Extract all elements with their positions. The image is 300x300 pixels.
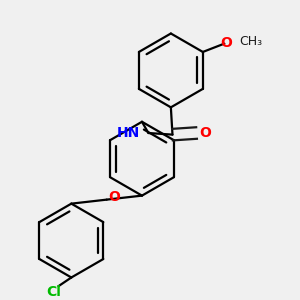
- Text: O: O: [109, 190, 121, 204]
- Text: CH₃: CH₃: [239, 35, 262, 48]
- Text: HN: HN: [117, 126, 140, 140]
- Text: Cl: Cl: [46, 285, 61, 299]
- Text: O: O: [200, 126, 211, 140]
- Text: O: O: [220, 36, 232, 50]
